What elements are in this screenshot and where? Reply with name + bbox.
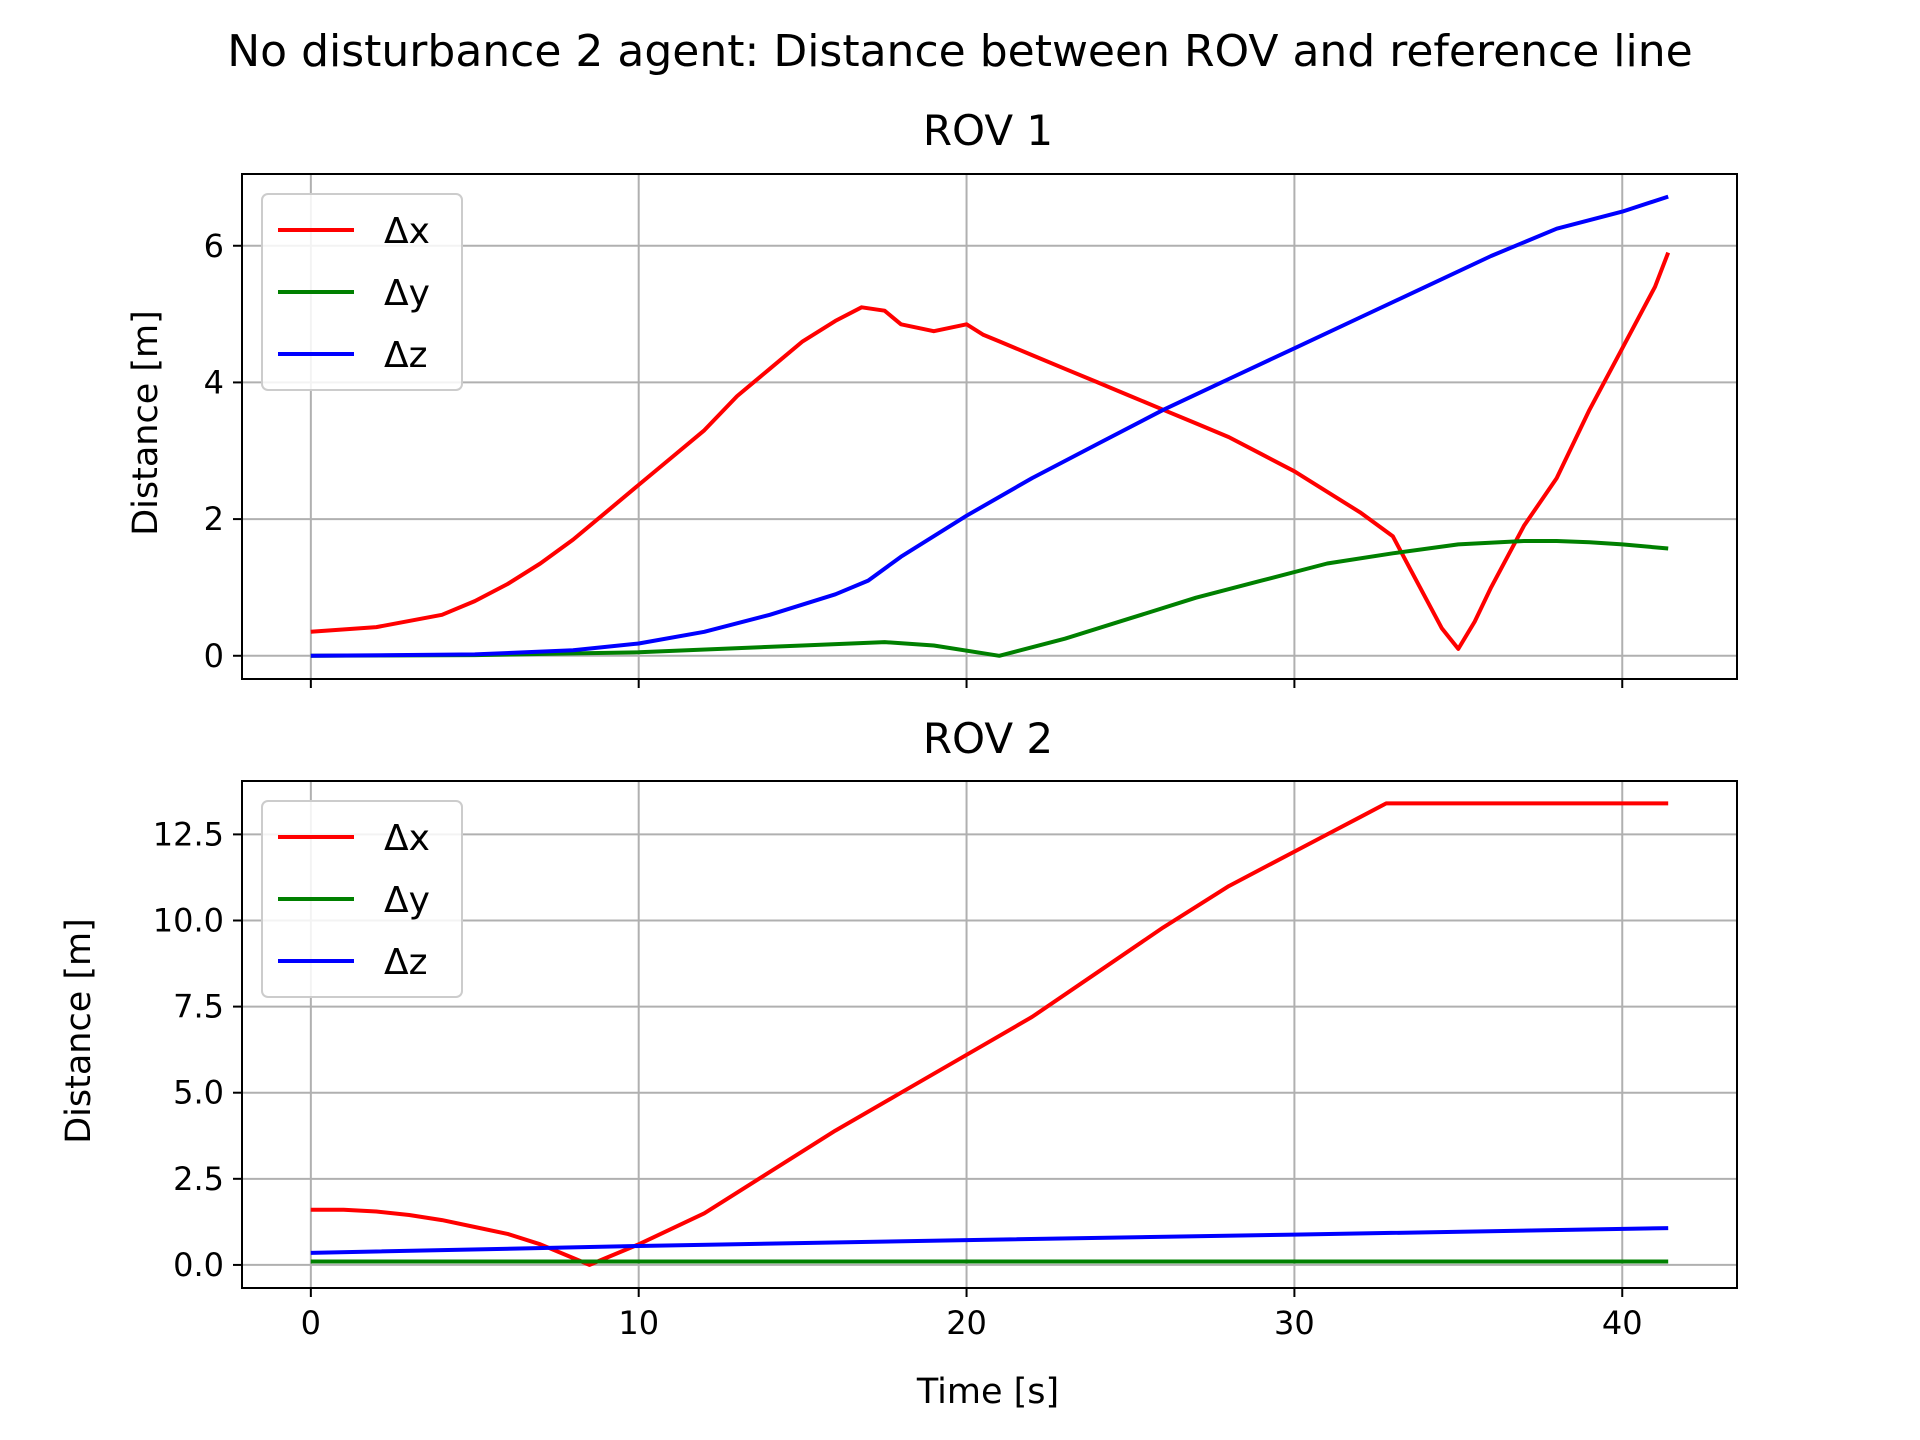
x-tick-label: 0 [301,1304,321,1342]
axes-frame [241,173,1738,680]
subplot-rov1: ROV 1 Distance [m] 0 2 4 6 Δx Δy Δz [126,106,1738,688]
figure-suptitle: No disturbance 2 agent: Distance between… [227,26,1692,77]
x-tick-label: 20 [946,1304,987,1342]
y-tick-label: 12.5 [153,815,224,853]
y-axis-label: Distance [m] [126,310,166,536]
y-tick-label: 2.5 [173,1160,224,1198]
legend-entry-label: Δx [384,211,430,252]
legend-entry-label: Δz [384,335,428,376]
y-tick-label: 6 [204,227,224,265]
legend-box [261,193,463,391]
series-line-Δx [310,801,1669,1267]
y-tick-label: 5.0 [173,1074,224,1112]
x-tick-label: 40 [1602,1304,1643,1342]
series-line-Δz [310,194,1669,658]
y-axis-label: Distance [m] [59,918,99,1144]
subplot-rov2: ROV 2 Distance [m] Time [s] 0 10 20 30 40 0.0… [59,714,1738,1412]
legend-entry-label: Δz [384,942,428,983]
axes-frame [241,780,1738,1289]
x-axis-label: Time [s] [916,1372,1059,1412]
x-tick-label: 10 [618,1304,659,1342]
legend-entry-label: Δy [384,880,430,921]
series-line-Δz [310,1226,1669,1255]
y-tick-label: 10.0 [153,901,224,939]
legend-entry-label: Δx [384,818,430,859]
x-tick-label: 30 [1274,1304,1315,1342]
y-tick-label: 2 [204,500,224,538]
plot-area [242,781,1737,1288]
y-tick-label: 0 [204,637,224,675]
series-line-Δx [310,251,1671,651]
series-line-Δy [310,539,1669,658]
legend-box [261,800,463,998]
y-tick-label: 4 [204,363,224,401]
subplot-title: ROV 2 [923,714,1053,763]
subplot-title: ROV 1 [923,106,1053,155]
y-tick-label: 0.0 [173,1246,224,1284]
legend-entry-label: Δy [384,273,430,314]
y-tick-label: 7.5 [173,988,224,1026]
